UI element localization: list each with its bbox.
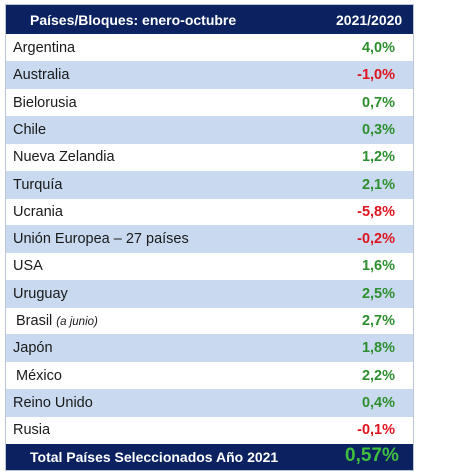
table-row: México 2,2% <box>6 362 413 390</box>
change-value: -5,8% <box>357 203 395 220</box>
country-name-text: Chile <box>13 121 47 138</box>
table-row: Reino Unido 0,4% <box>6 388 413 417</box>
change-value: 2,2% <box>361 367 395 384</box>
country-name: Uruguay <box>13 286 68 302</box>
change-value: 0,7% <box>361 94 395 111</box>
country-name-text: México <box>16 367 62 384</box>
country-name: Rusia <box>13 422 50 438</box>
country-name-text: Argentina <box>13 40 76 56</box>
total-label: Total Países Seleccionados Año 2021 <box>30 449 279 465</box>
country-name: Japón <box>13 340 53 356</box>
change-value: -0,1% <box>357 422 395 439</box>
total-value: 0,57% <box>345 445 399 466</box>
table-row: Rusia -0,1% <box>6 416 413 444</box>
table-row: Brasil (a junio) 2,7% <box>6 307 413 335</box>
country-name: Australia <box>13 67 69 83</box>
table-row: USA 1,6% <box>6 252 413 280</box>
table-row: Chile 0,3% <box>6 115 413 144</box>
data-table: Países/Bloques: enero-octubre 2021/2020 … <box>5 4 414 471</box>
table-row: Japón 1,8% <box>6 334 413 363</box>
country-name-text: Reino Unido <box>13 394 93 411</box>
country-name: Chile <box>13 122 46 138</box>
table-row: Uruguay 2,5% <box>6 279 413 308</box>
country-name-text: Bielorusia <box>13 94 77 111</box>
country-name: México <box>16 368 62 384</box>
country-name-text: Unión Europea – 27 países <box>13 231 189 248</box>
country-name-text: Japón <box>13 340 53 357</box>
column-header-countries: Países/Bloques: enero-octubre <box>30 12 237 28</box>
country-name: Unión Europea – 27 países <box>13 231 189 247</box>
table-row: Nueva Zelandia 1,2% <box>6 143 413 171</box>
change-value: 0,4% <box>361 394 395 411</box>
country-note: (a junio) <box>56 316 98 328</box>
country-name: USA <box>13 258 43 274</box>
country-name: Ucrania <box>13 204 63 220</box>
country-name-text: Turquía <box>13 176 63 193</box>
country-name: Argentina <box>13 40 75 56</box>
change-value: 2,1% <box>361 176 395 193</box>
country-name-text: USA <box>13 258 43 275</box>
country-name-text: Uruguay <box>13 285 68 302</box>
table-row: Ucrania -5,8% <box>6 198 413 226</box>
table-row: Unión Europea – 27 países -0,2% <box>6 225 413 254</box>
change-value: -0,2% <box>357 231 395 248</box>
change-value: 2,5% <box>361 285 395 302</box>
country-name: Bielorusia <box>13 95 77 111</box>
country-name-text: Brasil <box>16 313 53 329</box>
table-header: Países/Bloques: enero-octubre 2021/2020 <box>6 5 413 34</box>
table-row: Turquía 2,1% <box>6 170 413 199</box>
change-value: 1,8% <box>361 340 395 357</box>
country-name: Turquía <box>13 177 62 193</box>
country-name-text: Ucrania <box>13 203 63 220</box>
change-value: 1,6% <box>361 258 395 275</box>
change-value: 2,7% <box>361 313 395 329</box>
change-value: 0,3% <box>361 121 395 138</box>
change-value: 4,0% <box>361 40 395 56</box>
country-name-text: Rusia <box>13 422 51 439</box>
country-name: Reino Unido <box>13 395 93 411</box>
country-name-text: Australia <box>13 67 70 84</box>
change-value: -1,0% <box>357 67 395 84</box>
change-value: 1,2% <box>361 149 395 166</box>
table-row: Bielorusia 0,7% <box>6 89 413 117</box>
table-row: Australia -1,0% <box>6 61 413 90</box>
column-header-change: 2021/2020 <box>336 12 403 28</box>
country-name-text: Nueva Zelandia <box>13 149 115 166</box>
table-total-row: Total Países Seleccionados Año 2021 0,57… <box>6 444 413 470</box>
country-name: Brasil (a junio) <box>16 313 98 329</box>
country-name: Nueva Zelandia <box>13 149 115 165</box>
table-row: Argentina 4,0% <box>6 34 413 62</box>
